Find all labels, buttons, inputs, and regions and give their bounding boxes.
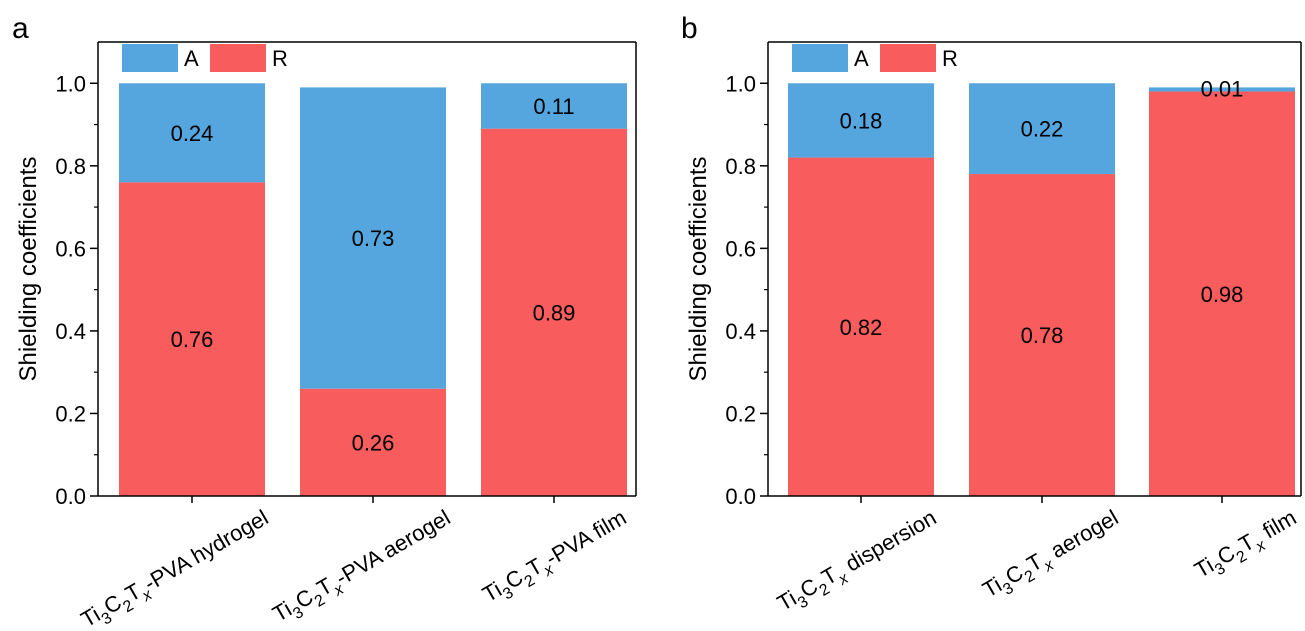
bar-a-1: [300, 87, 446, 389]
bar-r-1: [969, 174, 1115, 496]
x-tick-label: Ti3C2Tx aerogel: [978, 505, 1125, 608]
x-tick-label: Ti3C2Tx dispersion: [773, 505, 944, 621]
bar-label-a-0: 0.24: [171, 121, 214, 146]
bar-r-1: [300, 388, 446, 496]
y-tick-label: 0.8: [55, 154, 86, 179]
panel-letter: b: [681, 12, 698, 45]
chart-panel-a: a Shielding coefficients 0.76 0.24 0.26 0.73 0…: [12, 12, 637, 631]
legend-label-r: R: [942, 46, 958, 71]
y-tick-label: 0.2: [725, 401, 756, 426]
y-tick-label: 0.4: [55, 319, 86, 344]
y-tick-label: 0.6: [725, 236, 756, 261]
bar-r-2: [481, 128, 627, 496]
y-axis-title: Shielding coefficients: [685, 156, 712, 381]
chart-panel-b: b Shielding coefficients 0.82 0.18 0.78 0.22 0…: [681, 12, 1303, 621]
y-tick-label: 0.4: [725, 319, 756, 344]
bar-label-r-0: 0.82: [840, 315, 883, 340]
y-tick-label: 0.8: [725, 154, 756, 179]
bar-label-r-2: 0.98: [1201, 282, 1244, 307]
legend-label-r: R: [272, 46, 288, 71]
bar-label-a-0: 0.18: [840, 108, 883, 133]
bar-a-1: [969, 83, 1115, 175]
legend-swatch-r: [210, 44, 266, 72]
x-tick-label: Ti3C2Tx-PVA hydrogel: [77, 505, 276, 631]
bar-r-0: [788, 157, 934, 496]
bar-label-a-1: 0.73: [352, 226, 395, 251]
y-tick-label: 0.2: [55, 401, 86, 426]
bar-label-r-1: 0.26: [352, 430, 395, 455]
bar-r-2: [1149, 91, 1295, 496]
y-tick-label: 1.0: [725, 71, 756, 96]
bar-a-2: [1149, 87, 1295, 92]
panel-letter: a: [12, 12, 29, 45]
legend-label-a: A: [184, 46, 199, 71]
bar-label-r-2: 0.89: [533, 300, 576, 325]
bar-label-r-1: 0.78: [1021, 323, 1064, 348]
y-axis-title: Shielding coefficients: [15, 156, 42, 381]
bar-label-a-2: 0.11: [533, 94, 574, 119]
y-tick-label: 0.0: [55, 484, 86, 509]
y-tick-label: 0.0: [725, 484, 756, 509]
legend-swatch-a: [792, 44, 848, 72]
bar-a-0: [788, 83, 934, 158]
x-tick-label: Ti3C2Tx-PVA aerogel: [268, 505, 457, 631]
x-tick-label: Ti3C2Tx-PVA film: [478, 505, 633, 613]
legend-swatch-a: [122, 44, 178, 72]
bar-r-0: [119, 182, 265, 496]
bar-label-a-2: 0.01: [1201, 76, 1244, 101]
bar-label-a-1: 0.22: [1021, 117, 1064, 142]
y-tick-label: 0.6: [55, 236, 86, 261]
bar-label-r-0: 0.76: [171, 327, 214, 352]
legend-swatch-r: [880, 44, 936, 72]
bar-a-2: [481, 83, 627, 129]
legend-label-a: A: [854, 46, 869, 71]
y-tick-label: 1.0: [55, 71, 86, 96]
x-tick-label: Ti3C2Tx film: [1190, 505, 1303, 588]
bar-a-0: [119, 83, 265, 183]
